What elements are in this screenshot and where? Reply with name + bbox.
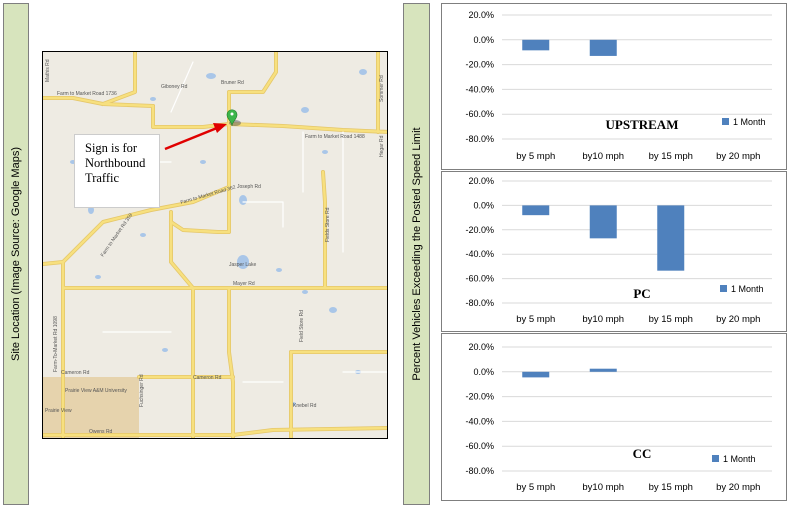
x-category-label: by10 mph — [582, 482, 624, 493]
road-label-fm1736: Farm to Market Road 1736 — [57, 91, 117, 97]
y-tick-label: 0.0% — [473, 200, 494, 210]
y-axis-label: Percent Vehicles Exceeding the Posted Sp… — [403, 3, 430, 505]
site-location-text: Site Location (Image Source: Google Maps… — [10, 146, 22, 362]
chart-title: UPSTREAM — [606, 117, 679, 132]
bar — [522, 205, 550, 216]
campus-area — [43, 377, 139, 438]
chart-pc-canvas: 20.0% 0.0% -20.0% -40.0% -60.0% -80.0% by 5 mp… — [465, 176, 772, 325]
road-label-fuchsinger: Fuchsinger Rd — [139, 374, 145, 407]
roads — [43, 52, 387, 438]
x-category-label: by10 mph — [582, 314, 624, 325]
bar — [657, 205, 685, 271]
road-label-knebel: Knebel Rd — [293, 403, 317, 409]
chart-cc-canvas: 20.0% 0.0% -20.0% -40.0% -60.0% -80.0% by 5 mp… — [465, 342, 772, 493]
map-label-prairie-view: Prairie View — [45, 408, 72, 414]
y-tick-label: -60.0% — [465, 441, 494, 451]
x-category-label: by 5 mph — [516, 151, 555, 162]
chart-title: CC — [633, 446, 652, 461]
legend-swatch — [720, 285, 727, 292]
x-category-label: by 15 mph — [649, 482, 693, 493]
road-label-hegar: Hegar Rd — [379, 135, 385, 157]
x-category-label: by 15 mph — [649, 151, 693, 162]
legend-swatch — [722, 118, 729, 125]
x-category-label: by10 mph — [582, 151, 624, 162]
road-label-cameron-2: Cameron Rd — [193, 375, 222, 381]
road-label-mathis: Mathis Rd — [45, 59, 51, 82]
y-tick-label: 0.0% — [473, 35, 494, 45]
road-label-gibonley: Giboney Rd — [161, 84, 188, 90]
road-label-bruner: Bruner Rd — [221, 80, 244, 86]
y-tick-label: 20.0% — [468, 342, 494, 352]
road-label-mayer: Mayer Rd — [233, 281, 255, 287]
y-tick-label: -20.0% — [465, 60, 494, 70]
chart-upstream: 20.0% 0.0% -20.0% -40.0% -60.0% -80.0% by 5 mp… — [441, 3, 787, 170]
site-location-label: Site Location (Image Source: Google Maps… — [3, 3, 29, 505]
bar — [589, 205, 617, 239]
x-category-label: by 5 mph — [516, 314, 555, 325]
chart-title: PC — [633, 286, 650, 301]
site-map: Farm to Market Road 1736 Giboney Rd Brun… — [42, 51, 388, 439]
y-tick-label: -20.0% — [465, 225, 494, 235]
y-tick-label: -80.0% — [465, 134, 494, 144]
callout-line-1: Sign is for — [85, 141, 138, 155]
legend-label: 1 Month — [723, 454, 756, 464]
chart-pc: 20.0% 0.0% -20.0% -40.0% -60.0% -80.0% by 5 mp… — [441, 171, 787, 332]
map-label-pvamu: Prairie View A&M University — [65, 388, 127, 394]
arrow-icon — [164, 123, 227, 151]
road-label-cameron-1: Cameron Rd — [61, 370, 90, 376]
x-category-label: by 20 mph — [716, 314, 760, 325]
x-category-label: by 20 mph — [716, 151, 760, 162]
road-label-sommer: Sommer Rd — [379, 75, 385, 102]
y-tick-label: -60.0% — [465, 109, 494, 119]
chart-cc: 20.0% 0.0% -20.0% -40.0% -60.0% -80.0% by 5 mp… — [441, 333, 787, 501]
x-category-label: by 20 mph — [716, 482, 760, 493]
road-label-jasper-lake: Jasper Lake — [229, 262, 256, 268]
road-label-fields-store-2: Field Store Rd — [299, 310, 305, 342]
legend-label: 1 Month — [733, 117, 766, 127]
map-marker-icon — [226, 109, 241, 127]
road-label-fm1488: Farm to Market Road 1488 — [305, 134, 365, 140]
y-tick-label: -80.0% — [465, 298, 494, 308]
y-tick-label: 20.0% — [468, 176, 494, 186]
x-category-label: by 5 mph — [516, 482, 555, 493]
y-axis-label-text: Percent Vehicles Exceeding the Posted Sp… — [410, 127, 423, 381]
y-tick-label: -40.0% — [465, 84, 494, 94]
legend-label: 1 Month — [731, 284, 764, 294]
bar — [589, 368, 617, 372]
y-tick-label: 20.0% — [468, 10, 494, 20]
y-tick-label: -40.0% — [465, 416, 494, 426]
map-canvas: Farm to Market Road 1736 Giboney Rd Brun… — [43, 52, 387, 438]
y-tick-label: -60.0% — [465, 274, 494, 284]
road-label-fields-store-1: Fields Store Rd — [325, 207, 331, 242]
road-label-owens: Owens Rd — [89, 429, 113, 435]
callout-line-2: Northbound — [85, 156, 146, 170]
callout-box: Sign is for Northbound Traffic — [74, 134, 160, 208]
road-label-joseph: Joseph Rd — [237, 184, 261, 190]
legend-swatch — [712, 455, 719, 462]
chart-upstream-canvas: 20.0% 0.0% -20.0% -40.0% -60.0% -80.0% by 5 mp… — [465, 10, 772, 162]
bar — [589, 39, 617, 56]
y-tick-label: 0.0% — [473, 367, 494, 377]
callout-line-3: Traffic — [85, 171, 120, 185]
y-tick-label: -20.0% — [465, 392, 494, 402]
x-category-label: by 15 mph — [649, 314, 693, 325]
y-tick-label: -80.0% — [465, 466, 494, 476]
bar — [522, 371, 550, 378]
y-tick-label: -40.0% — [465, 249, 494, 259]
bar — [522, 39, 550, 51]
road-label-fm1098: Farm-To-Market Rd 1098 — [53, 316, 59, 372]
